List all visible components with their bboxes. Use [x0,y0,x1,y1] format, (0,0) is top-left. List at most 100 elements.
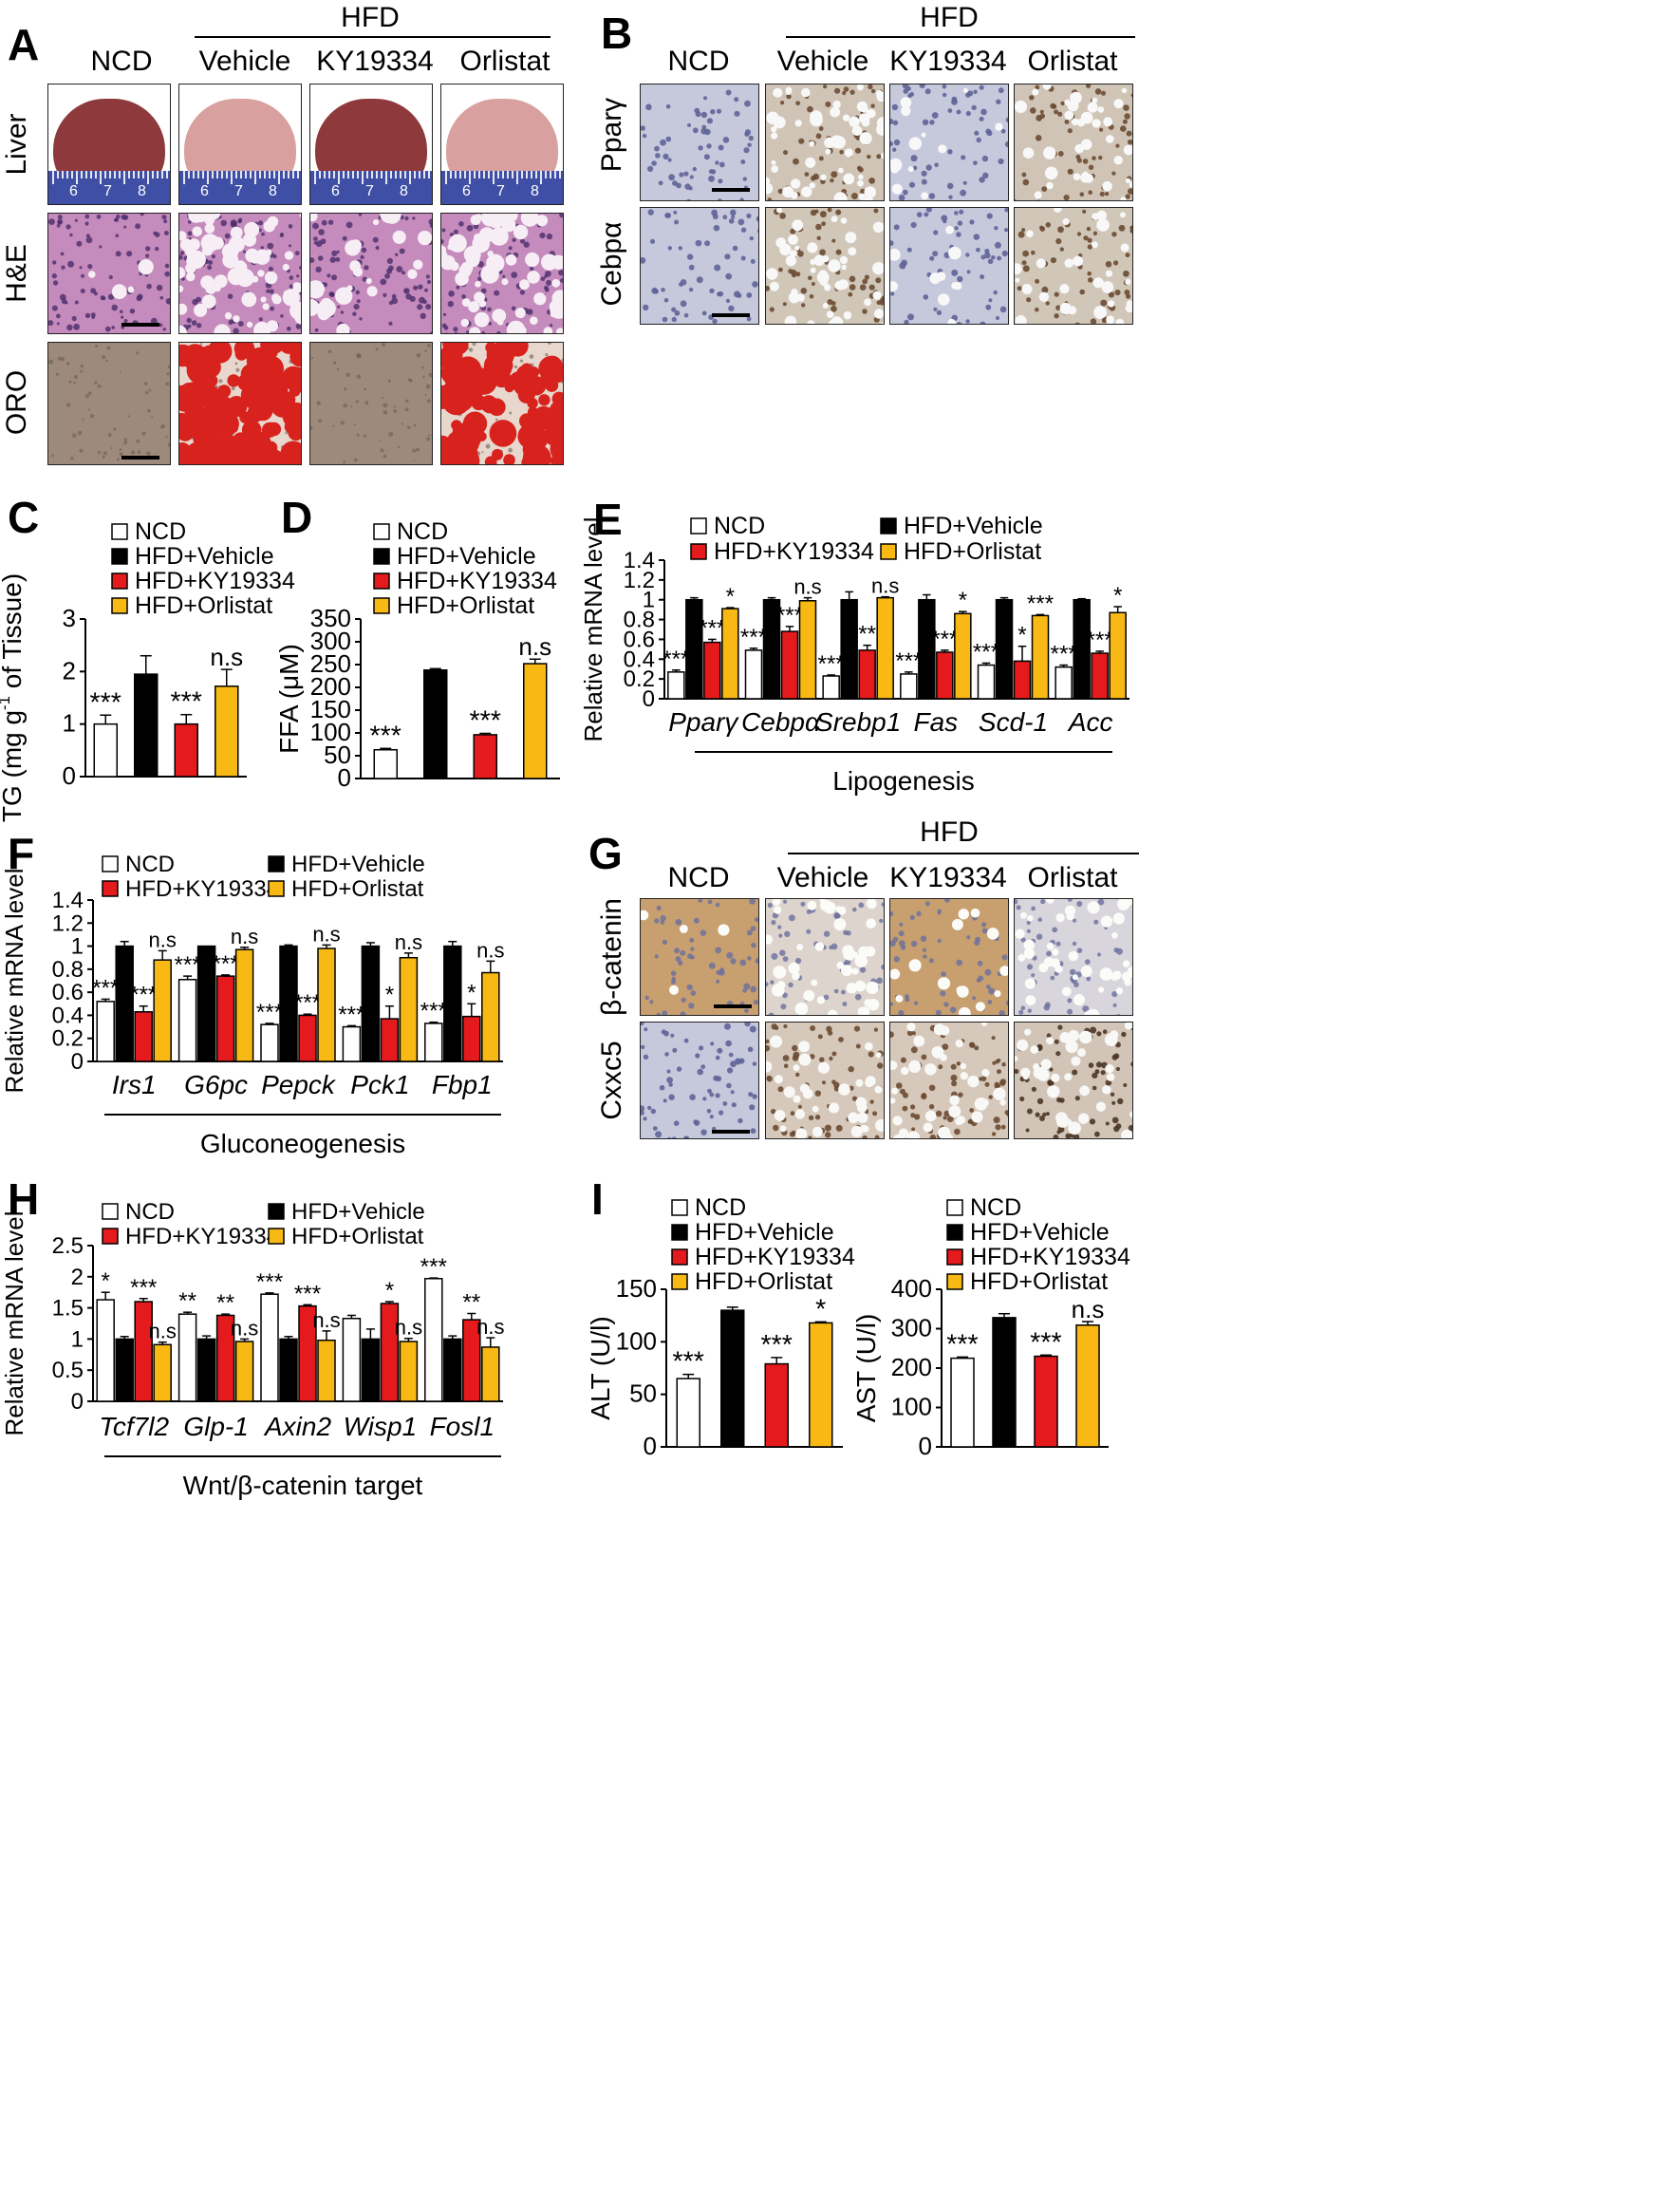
ruler-number: 6 [200,183,209,199]
bar [676,1378,700,1448]
cebpa-ihc [1014,207,1133,325]
cxxc5-ihc [640,1022,759,1139]
ruler-number: 8 [400,183,408,199]
significance-label: *** [294,990,322,1016]
legend-label: NCD [397,518,448,545]
ruler-tick [338,170,340,184]
scale-bar [712,1130,750,1134]
legend-label: HFD+KY19334 [970,1244,1130,1270]
legend-label: NCD [970,1194,1021,1221]
bar [93,722,118,778]
bar [317,947,336,1062]
cxxc5-ihc [889,1022,1009,1139]
ruler-tick [240,170,242,178]
y-tick-label: 0 [338,763,351,792]
y-tick-label: 0.8 [624,608,655,633]
ruler-tick [52,170,54,184]
ruler-tick [254,170,256,184]
legend-swatch [373,523,390,540]
bcatenin-ihc [889,898,1009,1016]
y-axis-label: Relative mRNA level [0,1211,28,1436]
hfd-header-g: HFD [920,816,979,848]
y-tick-label: 0.6 [52,980,84,1005]
y-tick-label: 0.4 [624,647,655,672]
bar [462,1015,481,1062]
panel-label-e: E [593,495,623,544]
y-tick-label: 0 [63,761,76,790]
ruler-tick [545,170,547,178]
ruler-tick [497,170,499,178]
ruler-number: 7 [496,183,505,199]
legend-label: HFD+Orlistat [695,1268,832,1295]
ruler-tick [400,170,401,178]
bar [177,1313,197,1402]
oro-micrograph [178,342,302,465]
y-tick-label: 250 [310,649,351,678]
legend-label: HFD+Vehicle [135,543,274,570]
ruler-tick [333,170,335,178]
ruler-tick [469,170,471,184]
ruler-tick [197,170,199,178]
ruler-tick [221,170,223,178]
ruler-tick [390,170,392,178]
y-axis-label: AST (U/l) [851,1314,881,1423]
bar [977,664,996,700]
legend-label: HFD+Vehicle [695,1219,834,1246]
ruler-tick [259,170,261,178]
liver-photo: 6 7 8 [309,84,433,205]
y-tick-label: 0 [71,1389,84,1415]
ruler-tick [264,170,266,178]
ruler-number: 8 [138,183,146,199]
bar [361,945,381,1062]
category-label: Fbp1 [432,1070,493,1099]
bar [1034,1355,1058,1448]
legend-swatch [111,548,128,565]
legend-label: NCD [125,852,175,877]
ruler-tick [521,170,523,178]
ruler-tick [157,170,159,178]
ruler-tick [138,170,140,178]
significance-label: *** [294,1281,322,1306]
legend-label: NCD [135,518,186,545]
ruler-tick [226,170,228,178]
ruler-tick [119,170,121,178]
ruler-tick [90,170,92,178]
ppary-ihc [889,84,1009,201]
ruler-tick [202,170,204,178]
bar [1075,1324,1100,1448]
ruler-tick [450,170,452,178]
ruler-tick [100,170,102,184]
ruler-tick [381,170,383,178]
legend-swatch [102,855,119,872]
ruler-tick [133,170,135,178]
ruler-tick [104,170,106,178]
legend-label: HFD+Vehicle [970,1219,1110,1246]
y-tick-label: 200 [891,1353,932,1381]
category-label: Tcf7l2 [99,1412,169,1441]
legend-swatch [373,548,390,565]
y-tick-label: 0.2 [52,1026,84,1052]
ruler-tick [278,170,280,184]
bar [399,956,419,1062]
legend-swatch [268,855,285,872]
ruler-tick [423,170,425,178]
legend-label: HFD+Orlistat [135,592,272,619]
bar [423,669,448,779]
bar [764,1362,789,1448]
ruler-tick [419,170,420,178]
bar [177,979,197,1062]
bar [840,598,858,700]
category-label: Glp-1 [183,1412,248,1441]
y-tick-label: 100 [310,718,351,746]
bar [809,1322,833,1448]
bar [380,1018,400,1062]
legend-label: HFD+KY19334 [397,568,557,594]
chart-H: 0 0.5 1 1.5 2 2.5 Relative mRNA level NCDHFD+KY… [0,1199,504,1500]
bcatenin-ihc [1014,898,1133,1016]
scale-bar [121,456,159,460]
significance-label: * [385,983,395,1008]
significance-label: *** [370,721,401,751]
y-tick-label: 1.5 [52,1296,84,1322]
panel-label-g: G [588,829,623,878]
